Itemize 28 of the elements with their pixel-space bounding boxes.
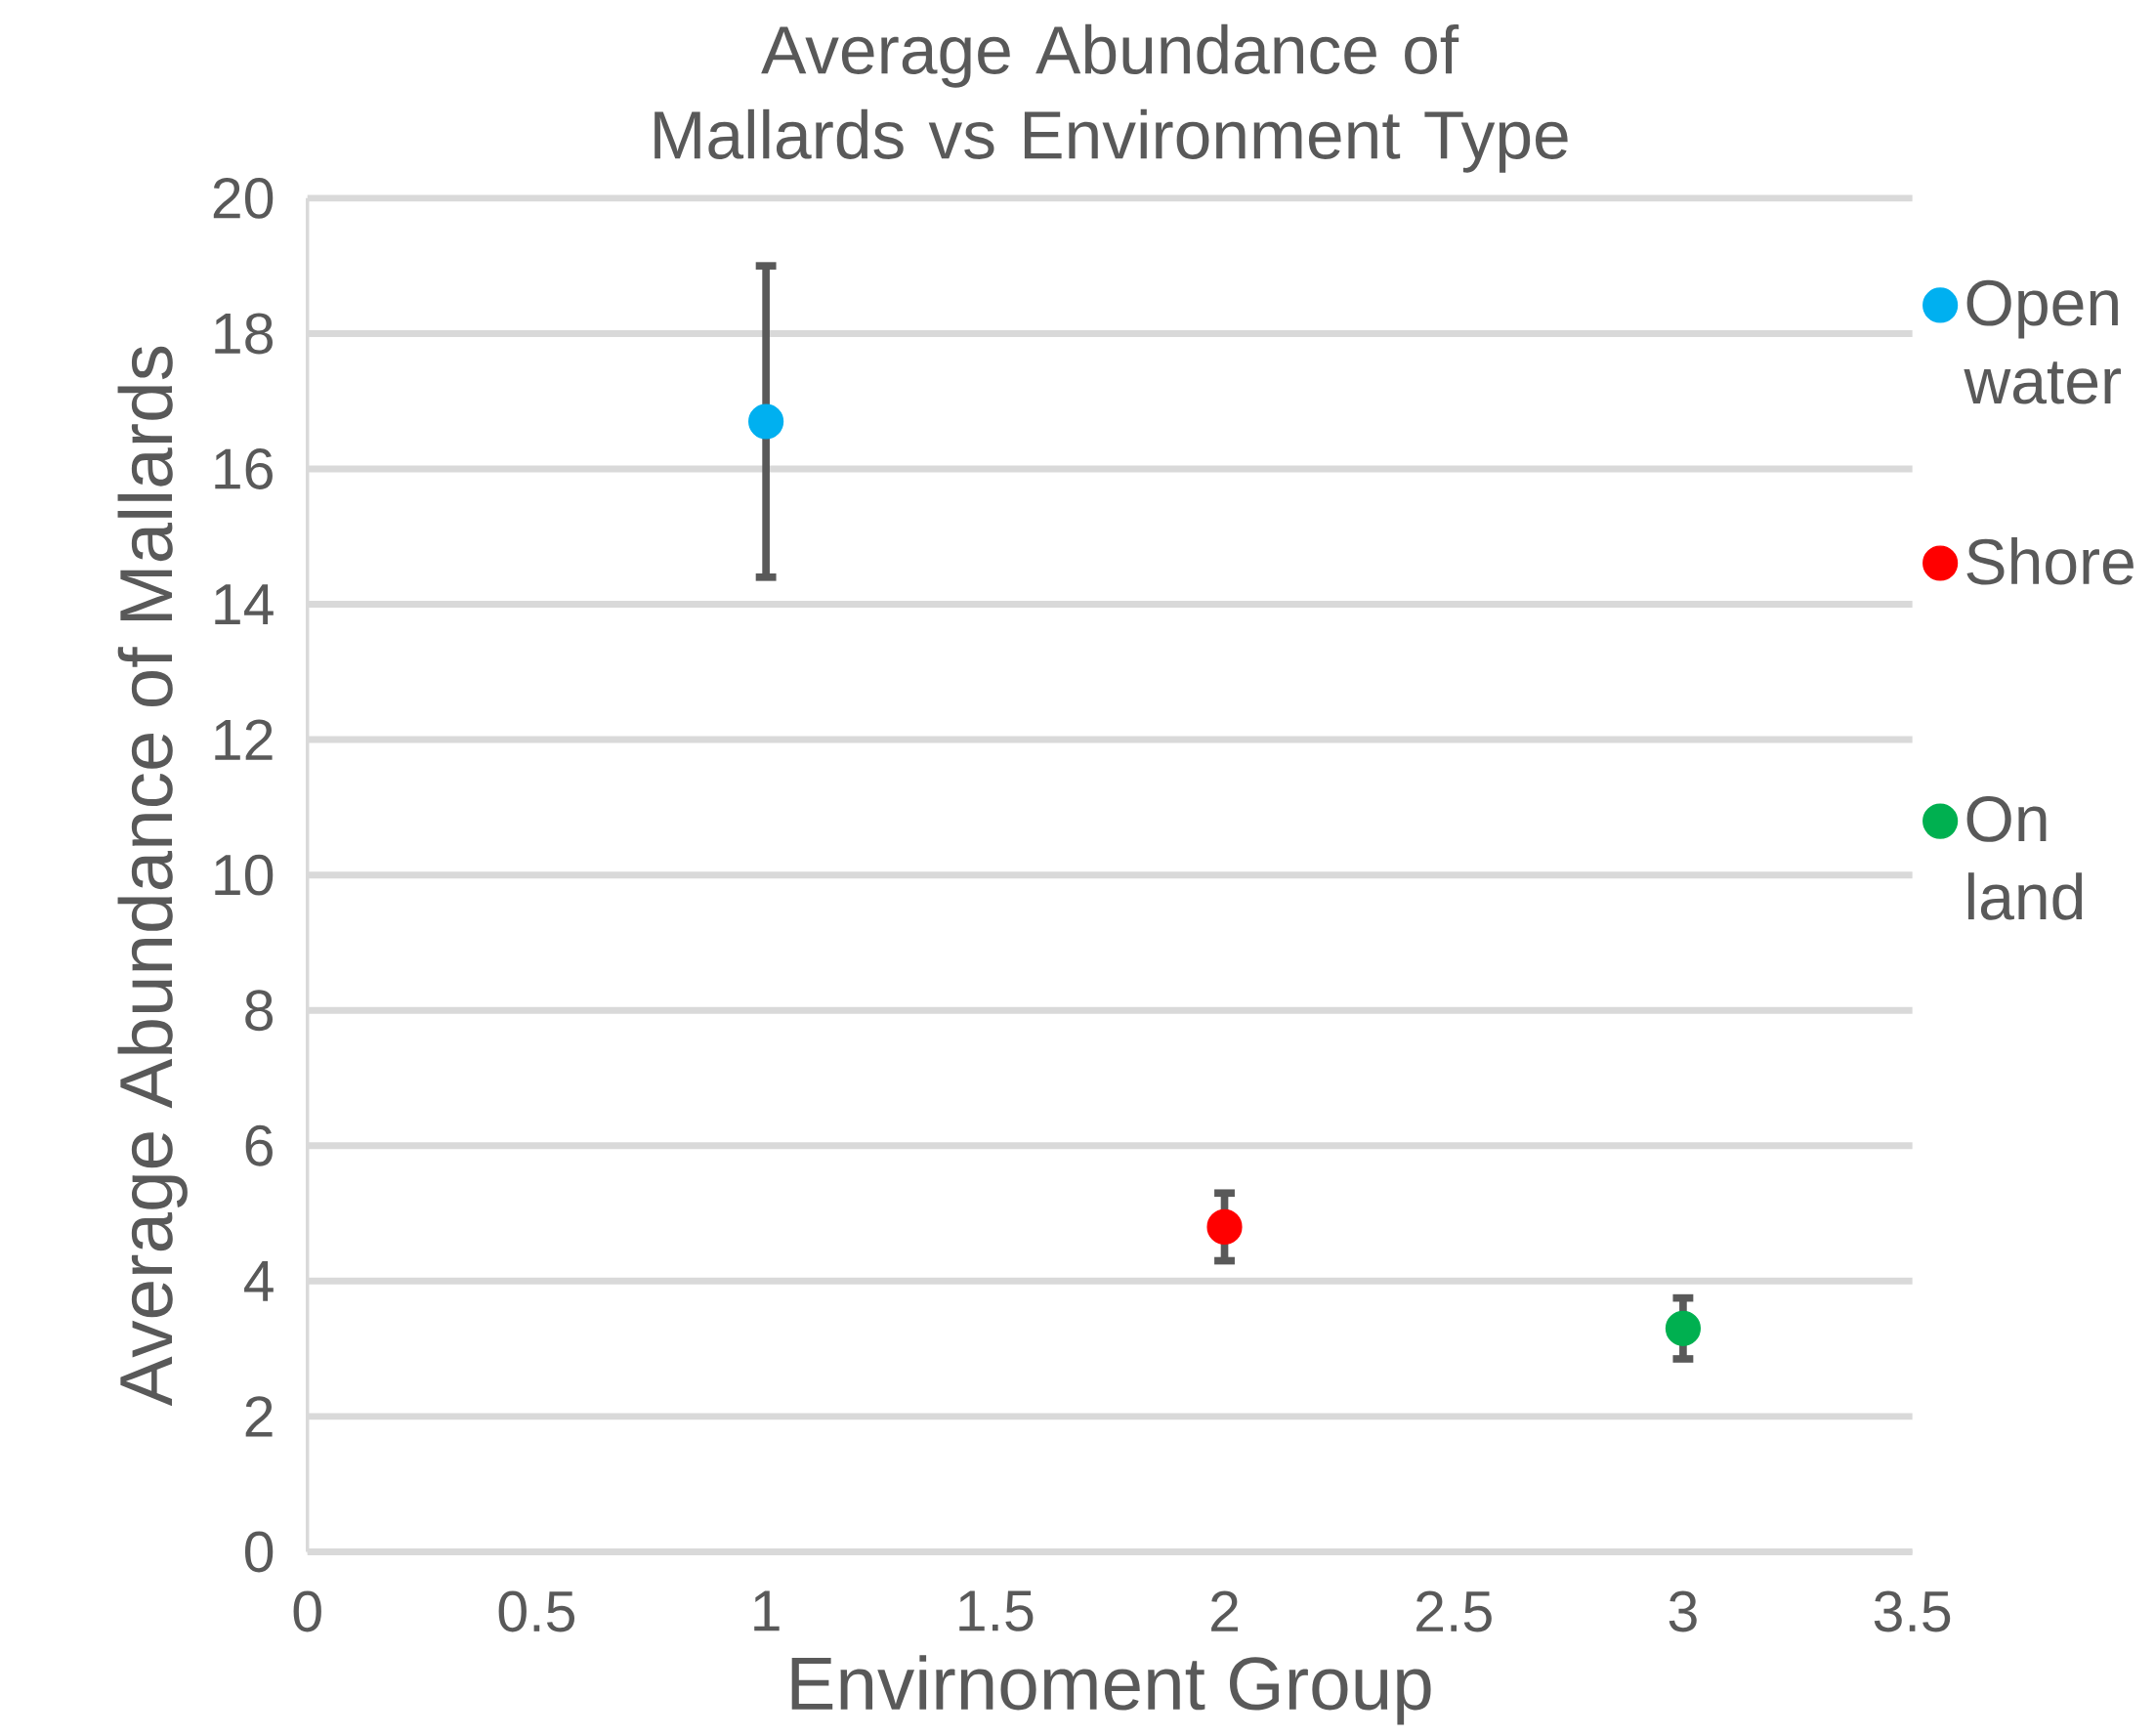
x-tick-label: 2 — [1211, 1590, 1238, 1631]
point — [748, 403, 784, 440]
x-tick-label: 3.5 — [1874, 1590, 1951, 1632]
point — [1665, 1310, 1702, 1346]
legend-label: Open water — [1964, 279, 2121, 404]
x-tick-label: 1.5 — [959, 1590, 1034, 1631]
y-tick-label: 8 — [245, 990, 274, 1032]
legend-label: On land — [1966, 795, 2083, 920]
y-tick-label: 14 — [215, 584, 274, 624]
y-tick-label: 4 — [244, 1260, 274, 1301]
x-tick-label: 2.5 — [1416, 1590, 1492, 1632]
x-tick-label: 3 — [1669, 1590, 1697, 1632]
y-tick-label: 2 — [245, 1396, 273, 1437]
legend-label: Shore — [1966, 536, 2134, 585]
y-tick-label: 0 — [244, 1531, 274, 1573]
y-tick-label: 12 — [215, 719, 273, 760]
point — [1206, 1208, 1243, 1245]
y-tick-label: 18 — [215, 313, 273, 355]
y-tick-label: 6 — [245, 1124, 273, 1166]
x-tick-label: 0.5 — [498, 1590, 575, 1632]
y-tick-label: 16 — [215, 447, 273, 489]
x-tick-label: 0 — [293, 1590, 321, 1632]
y-tick-label: 20 — [213, 177, 274, 219]
chart-title: Average Abundance of Mallards vs Environment Type — [655, 23, 1568, 173]
x-axis-title: Envirnoment Group — [791, 1655, 1431, 1725]
y-tick-label: 10 — [215, 854, 274, 896]
x-tick-label: 1 — [754, 1590, 780, 1631]
y-axis-title: Average Abundance of Mallards — [117, 346, 188, 1407]
